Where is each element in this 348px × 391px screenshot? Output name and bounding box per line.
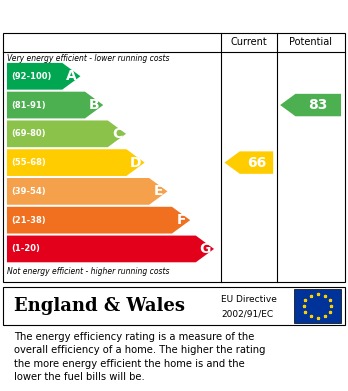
Text: G: G bbox=[199, 242, 211, 256]
Text: (39-54): (39-54) bbox=[11, 187, 46, 196]
Polygon shape bbox=[7, 120, 126, 147]
Text: (92-100): (92-100) bbox=[11, 72, 52, 81]
Text: 83: 83 bbox=[309, 98, 328, 112]
Text: Very energy efficient - lower running costs: Very energy efficient - lower running co… bbox=[7, 54, 169, 63]
Text: 66: 66 bbox=[247, 156, 266, 170]
Text: (69-80): (69-80) bbox=[11, 129, 46, 138]
Text: Not energy efficient - higher running costs: Not energy efficient - higher running co… bbox=[7, 267, 169, 276]
Text: E: E bbox=[153, 185, 163, 198]
Text: (81-91): (81-91) bbox=[11, 100, 46, 109]
Text: B: B bbox=[89, 98, 100, 112]
Polygon shape bbox=[7, 235, 214, 262]
Text: (55-68): (55-68) bbox=[11, 158, 46, 167]
Text: Energy Efficiency Rating: Energy Efficiency Rating bbox=[10, 7, 220, 23]
Text: England & Wales: England & Wales bbox=[14, 297, 185, 315]
Text: The energy efficiency rating is a measure of the
overall efficiency of a home. T: The energy efficiency rating is a measur… bbox=[14, 332, 266, 382]
Text: (1-20): (1-20) bbox=[11, 244, 40, 253]
Text: EU Directive: EU Directive bbox=[221, 295, 277, 304]
Text: C: C bbox=[112, 127, 122, 141]
Polygon shape bbox=[7, 178, 167, 205]
Text: F: F bbox=[176, 213, 186, 227]
Text: Potential: Potential bbox=[289, 37, 332, 47]
Text: D: D bbox=[130, 156, 141, 170]
Text: Current: Current bbox=[230, 37, 267, 47]
Polygon shape bbox=[7, 63, 80, 90]
Bar bbox=[294, 289, 341, 323]
Polygon shape bbox=[280, 94, 341, 116]
Polygon shape bbox=[7, 91, 103, 118]
Polygon shape bbox=[7, 149, 145, 176]
Polygon shape bbox=[224, 151, 273, 174]
Polygon shape bbox=[7, 207, 190, 233]
Text: A: A bbox=[66, 69, 77, 83]
Text: (21-38): (21-38) bbox=[11, 216, 46, 225]
Text: 2002/91/EC: 2002/91/EC bbox=[221, 309, 273, 318]
